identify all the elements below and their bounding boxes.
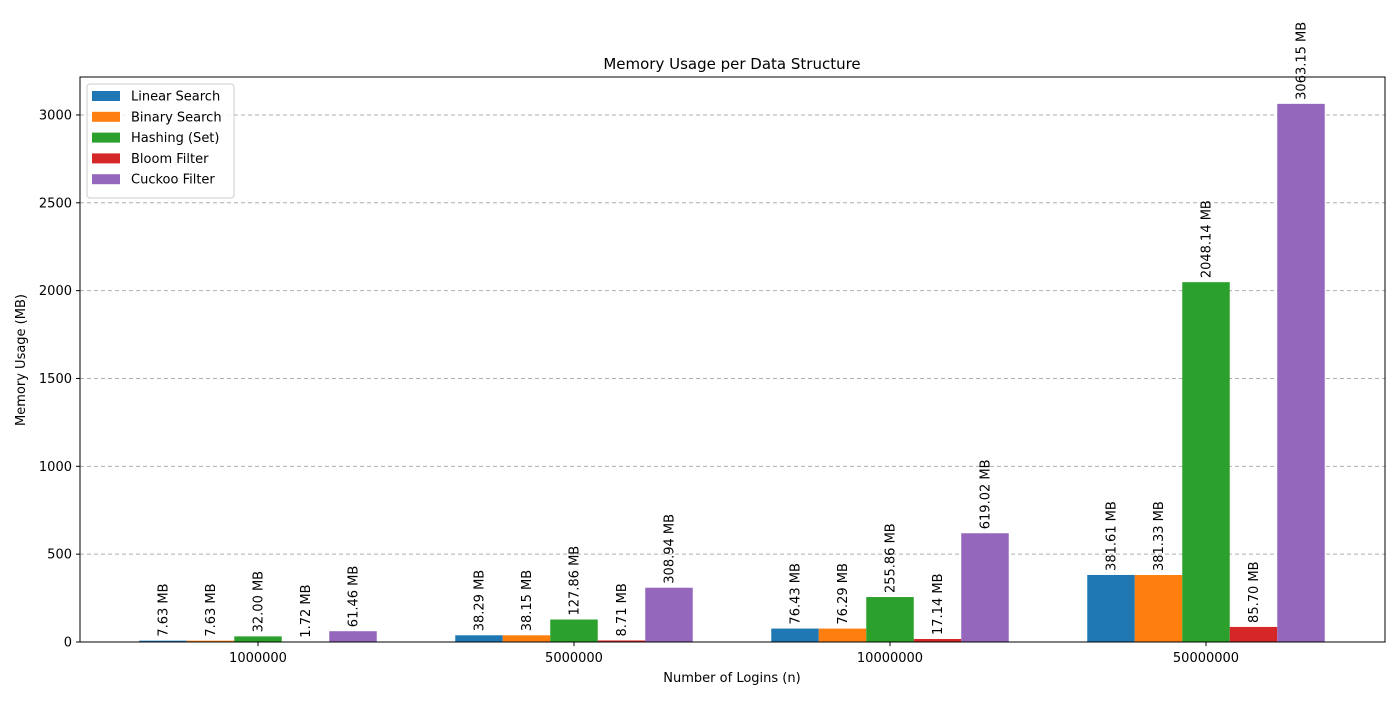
bar-1-2 bbox=[819, 629, 867, 642]
data-label-0-0: 7.63 MB bbox=[157, 583, 172, 636]
bar-1-3 bbox=[1135, 575, 1183, 642]
x-tick-label-1: 5000000 bbox=[545, 651, 603, 666]
data-label-3-1: 8.71 MB bbox=[615, 583, 630, 636]
data-label-0-2: 76.43 MB bbox=[789, 563, 804, 624]
legend-label-0: Linear Search bbox=[131, 90, 220, 105]
legend-label-2: Hashing (Set) bbox=[131, 131, 219, 146]
data-label-2-3: 2048.14 MB bbox=[1200, 200, 1215, 278]
legend-label-3: Bloom Filter bbox=[131, 152, 209, 167]
bar-0-2 bbox=[771, 629, 819, 642]
bar-4-1 bbox=[645, 588, 693, 642]
data-label-2-0: 32.00 MB bbox=[252, 571, 267, 632]
bar-4-2 bbox=[961, 533, 1009, 642]
data-label-4-2: 619.02 MB bbox=[979, 459, 994, 529]
y-tick-label-3: 1500 bbox=[39, 372, 72, 387]
bar-2-1 bbox=[550, 620, 598, 642]
bar-0-3 bbox=[1087, 575, 1135, 642]
y-tick-label-4: 2000 bbox=[39, 284, 72, 299]
x-axis-label: Number of Logins (n) bbox=[663, 671, 800, 686]
data-label-3-3: 85.70 MB bbox=[1247, 561, 1262, 622]
data-label-2-2: 255.86 MB bbox=[884, 523, 899, 593]
data-labels: 7.63 MB 38.29 MB 76.43 MB 381.61 MB 7.63 MB 3… bbox=[157, 22, 1310, 638]
data-label-2-1: 127.86 MB bbox=[568, 546, 583, 616]
y-tick-label-2: 1000 bbox=[39, 460, 72, 475]
bar-2-3 bbox=[1182, 282, 1230, 642]
data-label-4-3: 3063.15 MB bbox=[1295, 22, 1310, 100]
chart-title: Memory Usage per Data Structure bbox=[603, 55, 860, 73]
y-tick-label-1: 500 bbox=[47, 548, 72, 563]
legend-swatch-0 bbox=[92, 91, 120, 101]
data-label-4-1: 308.94 MB bbox=[663, 514, 678, 584]
data-label-0-1: 38.29 MB bbox=[473, 570, 488, 631]
y-tick-label-0: 0 bbox=[64, 636, 72, 651]
x-tick-label-3: 50000000 bbox=[1173, 651, 1239, 666]
data-label-3-0: 1.72 MB bbox=[299, 584, 314, 637]
legend-swatch-3 bbox=[92, 153, 120, 163]
bar-4-0 bbox=[329, 631, 377, 642]
bar-2-0 bbox=[234, 636, 282, 642]
legend-label-4: Cuckoo Filter bbox=[131, 173, 215, 188]
y-axis-label: Memory Usage (MB) bbox=[14, 294, 29, 426]
y-tick-label-6: 3000 bbox=[39, 108, 72, 123]
data-label-1-3: 381.33 MB bbox=[1152, 501, 1167, 571]
bar-0-1 bbox=[455, 635, 503, 642]
data-label-4-0: 61.46 MB bbox=[347, 566, 362, 627]
bars bbox=[139, 104, 1325, 642]
x-tick-label-0: 1000000 bbox=[229, 651, 287, 666]
bar-4-3 bbox=[1277, 104, 1325, 642]
y-tick-label-5: 2500 bbox=[39, 196, 72, 211]
legend: Linear Search Binary Search Hashing (Set) B… bbox=[87, 84, 234, 198]
data-label-1-0: 7.63 MB bbox=[204, 583, 219, 636]
data-label-1-1: 38.15 MB bbox=[520, 570, 535, 631]
data-label-1-2: 76.29 MB bbox=[836, 563, 851, 624]
bar-3-3 bbox=[1230, 627, 1278, 642]
legend-swatch-1 bbox=[92, 112, 120, 122]
x-tick-label-2: 10000000 bbox=[857, 651, 923, 666]
bar-1-1 bbox=[503, 635, 551, 642]
data-label-3-2: 17.14 MB bbox=[931, 574, 946, 635]
legend-label-1: Binary Search bbox=[131, 110, 222, 125]
bar-2-2 bbox=[866, 597, 914, 642]
data-label-0-3: 381.61 MB bbox=[1105, 501, 1120, 571]
legend-swatch-4 bbox=[92, 174, 120, 184]
legend-swatch-2 bbox=[92, 133, 120, 143]
